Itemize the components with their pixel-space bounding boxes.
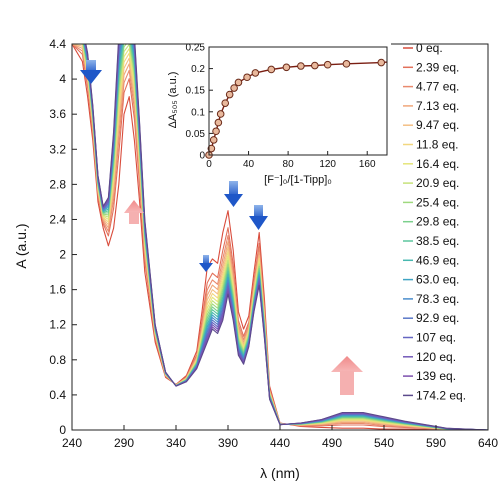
legend-label: 78.3 eq. xyxy=(416,292,459,306)
legend-label: 25.4 eq. xyxy=(416,195,459,209)
data-point xyxy=(225,90,234,99)
y-axis-ticks: 0 0.4 0.8 1.2 1.6 2 2.4 2.8 3.2 3.6 4 4.4 xyxy=(49,37,77,437)
data-point xyxy=(214,118,223,127)
inset-y-tick-label: 0.2 xyxy=(191,64,205,75)
y-tick-label: 4.4 xyxy=(49,37,66,51)
legend-label: 139 eq. xyxy=(416,369,456,383)
legend-label: 29.8 eq. xyxy=(416,215,459,229)
down-arrow-icon xyxy=(224,181,243,207)
data-point xyxy=(297,62,305,70)
y-tick-label: 0 xyxy=(59,423,66,437)
spectra-lines xyxy=(72,44,488,430)
inset-y-tick-label: 0.15 xyxy=(186,86,206,97)
main-spectra-plot: 240 290 340 390 440 490 540 590 640 00.40.81.21.… xyxy=(13,37,498,481)
legend-label: 2.39 eq. xyxy=(416,60,459,74)
inset-x-axis-title: [F⁻]₀/[1-Tipp]₀ xyxy=(264,174,332,186)
y-axis-title: A (a.u.) xyxy=(13,223,29,268)
legend-label: 107 eq. xyxy=(416,331,456,345)
y-tick-label: 3.6 xyxy=(49,107,66,121)
x-tick-label: 440 xyxy=(270,436,290,450)
data-point xyxy=(212,127,220,136)
legend-label: 11.8 eq. xyxy=(416,138,458,152)
x-tick-label: 390 xyxy=(218,436,238,450)
inset-x-tick-label: 40 xyxy=(243,159,255,170)
inset-y-axis-title: ΔA₅₀₅ (a.u.) xyxy=(167,72,179,129)
data-point xyxy=(216,110,225,118)
data-point xyxy=(323,60,332,69)
legend-label: 46.9 eq. xyxy=(416,253,459,267)
data-point xyxy=(209,136,218,144)
legend-label: 174.2 eq. xyxy=(416,388,466,402)
data-point xyxy=(234,78,243,87)
legend-label: 0 eq. xyxy=(416,41,443,55)
x-tick-label: 340 xyxy=(166,436,186,450)
legend-label: 7.13 eq. xyxy=(416,99,459,113)
y-tick-label: 2.8 xyxy=(49,177,66,191)
data-point xyxy=(230,84,238,92)
x-tick-label: 290 xyxy=(114,436,134,450)
y-tick-label: 4 xyxy=(59,72,66,86)
legend: 0 eq. 2.39 eq. 4.77 eq. 7.13 eq. 9.47 eq. 11.… xyxy=(403,41,466,402)
data-point xyxy=(282,63,291,72)
up-arrow-icon xyxy=(124,200,144,224)
legend-label: 16.4 eq. xyxy=(416,157,459,171)
x-tick-label: 590 xyxy=(426,436,446,450)
data-point xyxy=(207,144,216,153)
inset-y-tick-label: 0 xyxy=(199,151,205,162)
x-tick-label: 240 xyxy=(62,436,82,450)
inset-frame xyxy=(208,46,388,156)
inset-x-tick-label: 0 xyxy=(206,159,212,170)
legend-label: 4.77 eq. xyxy=(416,80,459,94)
data-points xyxy=(205,58,386,159)
legend-label: 120 eq. xyxy=(416,350,456,364)
spectrum-line xyxy=(72,44,488,430)
y-tick-label: 2 xyxy=(59,248,66,262)
y-tick-label: 1.2 xyxy=(49,318,66,332)
y-tick-label: 0.8 xyxy=(49,353,66,367)
y-tick-label: 1.6 xyxy=(49,283,66,297)
y-tick-label: 2.4 xyxy=(49,212,66,226)
data-point xyxy=(251,69,260,77)
y-tick-label: 0.4 xyxy=(49,388,66,402)
inset-x-tick-label: 120 xyxy=(319,159,336,170)
inset-x-tick-label: 160 xyxy=(359,159,376,170)
x-axis-title: λ (nm) xyxy=(260,465,300,481)
trend-arrows xyxy=(80,60,363,395)
inset-x-ticks: 0 40 80 120 160 xyxy=(206,151,376,170)
down-arrow-icon xyxy=(199,255,213,272)
legend-label: 38.5 eq. xyxy=(416,234,459,248)
legend-label: 92.9 eq. xyxy=(416,311,459,325)
inset-x-tick-label: 80 xyxy=(283,159,295,170)
inset-y-tick-label: 0.05 xyxy=(186,129,206,140)
down-arrow-icon xyxy=(249,205,268,230)
y-tick-label: 3.2 xyxy=(49,142,66,156)
data-point xyxy=(311,61,319,70)
data-point xyxy=(221,99,230,107)
legend-label: 9.47 eq. xyxy=(416,118,459,132)
legend-label: 20.9 eq. xyxy=(416,176,459,190)
down-arrow-icon xyxy=(80,60,102,84)
up-arrow-icon xyxy=(331,356,363,395)
inset-y-tick-label: 0.25 xyxy=(186,43,206,54)
x-tick-label: 490 xyxy=(322,436,342,450)
x-axis-ticks: 240 290 340 390 440 490 540 590 640 xyxy=(62,425,498,450)
data-point xyxy=(377,58,386,67)
data-point xyxy=(267,65,276,74)
data-point xyxy=(243,73,251,82)
x-tick-label: 540 xyxy=(374,436,394,450)
x-tick-label: 640 xyxy=(478,436,498,450)
inset-y-tick-label: 0.1 xyxy=(191,107,205,118)
inset-y-ticks: 0 0.05 0.1 0.15 0.2 0.25 xyxy=(186,43,213,162)
legend-label: 63.0 eq. xyxy=(416,273,459,287)
inset-binding-isotherm: 0 40 80 120 160 0 0.05 0.1 0.15 0.2 0.25 [F⁻]₀/[1… xyxy=(167,42,391,186)
data-point xyxy=(342,60,351,68)
